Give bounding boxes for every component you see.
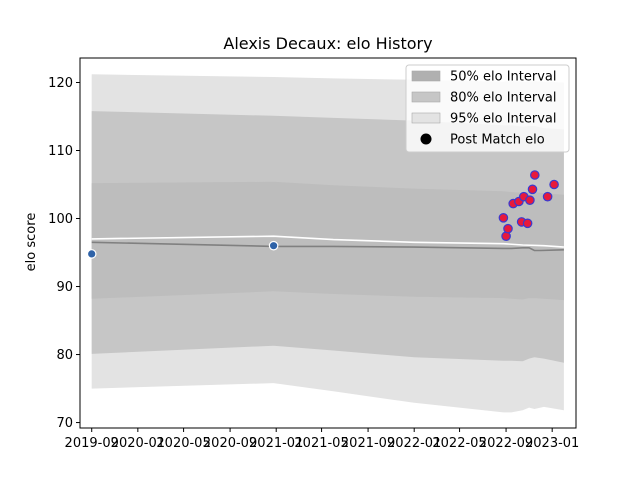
post-match-points — [86, 170, 559, 259]
x-tick-label: 2022-09 — [479, 436, 533, 451]
trend-lines — [91, 235, 564, 252]
legend-label: 80% elo Interval — [450, 91, 557, 106]
legend-label: Post Match elo — [450, 133, 545, 148]
x-tick-label: 2020-09 — [203, 436, 257, 451]
y-tick-label: 90 — [56, 280, 73, 295]
y-axis-label: elo score — [24, 213, 39, 272]
post-match-point — [542, 191, 553, 202]
x-tick-label: 2019-09 — [65, 436, 119, 451]
plot-area — [79, 57, 577, 429]
band-50 — [91, 181, 564, 301]
x-tick-label: 2023-01 — [525, 436, 579, 451]
median-elo-line — [91, 241, 564, 252]
post-match-point — [268, 240, 279, 251]
plot-frame — [79, 57, 577, 429]
post-match-point — [527, 184, 538, 195]
legend: 50% elo Interval 80% elo Interval 95% elo … — [405, 64, 570, 153]
post-match-point — [498, 213, 509, 223]
x-tick-label: 2021-09 — [341, 436, 395, 451]
x-axis: 2019-092020-012020-052020-092021-012021-… — [65, 428, 579, 451]
post-match-point — [86, 249, 97, 259]
legend-box — [405, 64, 570, 153]
x-tick-label: 2021-01 — [249, 436, 303, 451]
x-tick-label: 2020-01 — [111, 436, 165, 451]
x-tick-label: 2022-05 — [432, 436, 486, 451]
y-tick-label: 70 — [56, 416, 73, 431]
y-axis: 70 80 90 100 110 120 — [48, 76, 80, 431]
mean-elo-line — [91, 235, 564, 248]
x-tick-label: 2022-01 — [387, 436, 441, 451]
post-match-point — [529, 170, 540, 180]
x-tick-label: 2021-05 — [294, 436, 348, 451]
legend-swatch — [411, 70, 441, 82]
legend-swatch — [411, 112, 441, 124]
post-match-point — [525, 195, 535, 205]
legend-marker — [420, 133, 432, 145]
legend-swatch — [411, 91, 441, 103]
post-match-point — [503, 223, 513, 234]
post-match-point — [549, 179, 559, 190]
confidence-bands — [91, 74, 564, 413]
legend-label: 95% elo Interval — [450, 112, 557, 127]
legend-label: 50% elo Interval — [450, 70, 557, 85]
post-match-point — [522, 218, 533, 229]
y-tick-label: 110 — [48, 144, 73, 159]
y-tick-label: 80 — [56, 348, 73, 363]
y-tick-label: 120 — [48, 76, 73, 91]
x-tick-label: 2020-05 — [156, 436, 210, 451]
y-tick-label: 100 — [48, 212, 73, 227]
chart-title: Alexis Decaux: elo History — [223, 34, 432, 53]
